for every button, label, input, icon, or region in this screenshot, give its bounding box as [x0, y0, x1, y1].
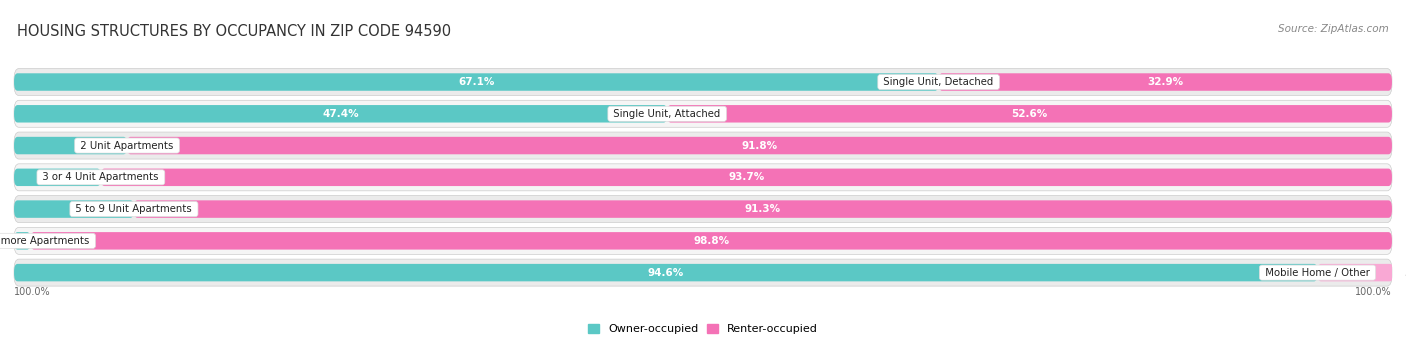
FancyBboxPatch shape [668, 105, 1392, 122]
FancyBboxPatch shape [134, 201, 1392, 218]
FancyBboxPatch shape [14, 227, 1392, 254]
FancyBboxPatch shape [14, 73, 939, 91]
Text: 91.8%: 91.8% [741, 140, 778, 151]
FancyBboxPatch shape [14, 259, 1392, 286]
Text: 98.8%: 98.8% [693, 236, 730, 246]
FancyBboxPatch shape [14, 105, 668, 122]
FancyBboxPatch shape [14, 164, 1392, 191]
Text: 100.0%: 100.0% [1355, 287, 1392, 297]
Text: 2 Unit Apartments: 2 Unit Apartments [77, 140, 177, 151]
FancyBboxPatch shape [101, 168, 1392, 186]
FancyBboxPatch shape [14, 69, 1392, 95]
Text: Source: ZipAtlas.com: Source: ZipAtlas.com [1278, 24, 1389, 34]
Text: 94.6%: 94.6% [648, 268, 683, 278]
FancyBboxPatch shape [939, 73, 1392, 91]
FancyBboxPatch shape [14, 168, 101, 186]
Text: 93.7%: 93.7% [728, 172, 765, 182]
Text: 5 to 9 Unit Apartments: 5 to 9 Unit Apartments [73, 204, 195, 214]
Text: 8.7%: 8.7% [97, 204, 122, 214]
FancyBboxPatch shape [14, 232, 31, 250]
Text: Mobile Home / Other: Mobile Home / Other [1263, 268, 1374, 278]
Text: Single Unit, Detached: Single Unit, Detached [880, 77, 997, 87]
FancyBboxPatch shape [127, 137, 1392, 154]
Text: 32.9%: 32.9% [1147, 77, 1184, 87]
Text: HOUSING STRUCTURES BY OCCUPANCY IN ZIP CODE 94590: HOUSING STRUCTURES BY OCCUPANCY IN ZIP C… [17, 24, 451, 39]
FancyBboxPatch shape [14, 137, 127, 154]
Text: 100.0%: 100.0% [14, 287, 51, 297]
Text: 91.3%: 91.3% [745, 204, 780, 214]
FancyBboxPatch shape [31, 232, 1392, 250]
FancyBboxPatch shape [14, 132, 1392, 159]
FancyBboxPatch shape [14, 100, 1392, 127]
Text: 47.4%: 47.4% [322, 109, 359, 119]
Text: 8.2%: 8.2% [90, 140, 117, 151]
Text: 52.6%: 52.6% [1011, 109, 1047, 119]
Text: 3 or 4 Unit Apartments: 3 or 4 Unit Apartments [39, 172, 162, 182]
FancyBboxPatch shape [14, 196, 1392, 223]
FancyBboxPatch shape [14, 264, 1317, 281]
Legend: Owner-occupied, Renter-occupied: Owner-occupied, Renter-occupied [583, 320, 823, 339]
Text: 6.3%: 6.3% [63, 172, 90, 182]
Text: 10 or more Apartments: 10 or more Apartments [0, 236, 93, 246]
FancyBboxPatch shape [1317, 264, 1393, 281]
Text: 5.5%: 5.5% [1405, 268, 1406, 278]
Text: 67.1%: 67.1% [458, 77, 495, 87]
Text: Single Unit, Attached: Single Unit, Attached [610, 109, 724, 119]
Text: 1.2%: 1.2% [0, 236, 20, 246]
FancyBboxPatch shape [14, 201, 134, 218]
